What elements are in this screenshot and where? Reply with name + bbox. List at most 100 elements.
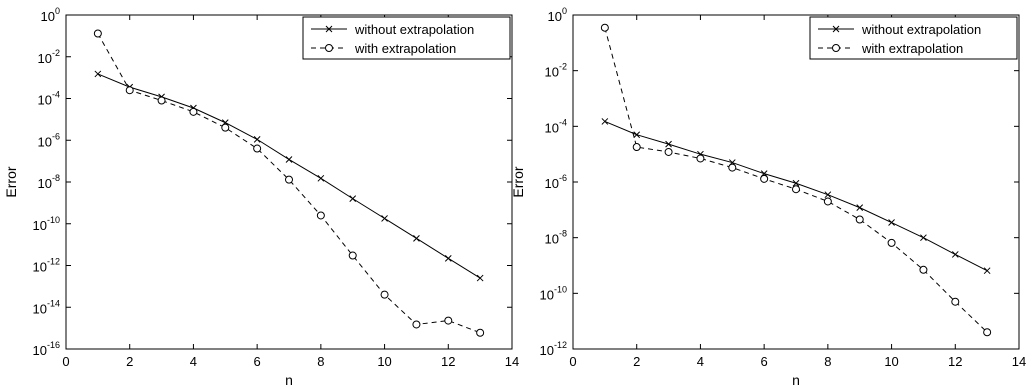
x-tick-label: 2: [126, 354, 133, 369]
y-tick-base: 10: [41, 9, 55, 24]
data-point-x: [824, 191, 832, 199]
data-point-o: [951, 297, 960, 306]
x-tick-label: 12: [441, 354, 455, 369]
x-tick-label: 0: [569, 354, 576, 369]
legend: without extrapolation with extrapolation: [809, 16, 1018, 60]
y-tick-base: 10: [545, 120, 559, 135]
data-point-x: [94, 70, 102, 78]
chart-2: 0 2 4 6 8 10 12 1410010-210-410-610-810-1010-12…: [510, 6, 1026, 388]
legend: without extrapolation with extrapolation: [302, 16, 511, 60]
y-tick-base: 10: [545, 232, 559, 247]
data-point-o: [316, 211, 325, 220]
y-tick-label: 100: [41, 6, 60, 24]
data-point-o: [348, 251, 357, 260]
y-tick-exponent: -8: [559, 229, 567, 239]
y-tick-label: 10-10: [33, 215, 60, 233]
data-point-x: [349, 195, 357, 202]
x-tick-label: 12: [948, 354, 962, 369]
y-tick-label: 10-16: [33, 340, 60, 358]
y-tick-exponent: -6: [52, 131, 60, 141]
data-point-o: [696, 154, 705, 163]
y-tick-base: 10: [545, 65, 559, 80]
data-point-x: [633, 131, 641, 139]
data-point-o: [919, 265, 928, 274]
data-point-x: [920, 234, 927, 242]
y-tick-exponent: -12: [47, 257, 60, 267]
data-point-o: [221, 123, 230, 132]
x-tick-label: 10: [884, 354, 898, 369]
data-point-o: [157, 96, 166, 105]
y-tick-base: 10: [38, 93, 52, 108]
data-point-x: [888, 219, 895, 226]
data-point-x: [476, 274, 484, 282]
data-point-x: [413, 234, 420, 242]
y-tick-base: 10: [33, 260, 47, 275]
data-point-o: [412, 320, 421, 329]
data-point-o: [125, 86, 134, 95]
data-point-o: [632, 143, 641, 152]
data-point-o: [189, 107, 198, 116]
data-point-o: [760, 174, 769, 183]
y-tick-exponent: -6: [559, 173, 567, 183]
data-point-x: [317, 174, 325, 182]
y-tick-label: 10-6: [545, 173, 567, 191]
x-tick-label: 14: [505, 354, 519, 369]
y-tick-base: 10: [38, 134, 52, 149]
y-tick-label: 10-12: [33, 257, 60, 275]
y-tick-base: 10: [38, 176, 52, 191]
y-tick-label: 100: [548, 6, 567, 24]
series-line: [604, 120, 988, 272]
y-tick-exponent: 0: [562, 6, 567, 16]
x-tick-label: 6: [761, 354, 768, 369]
y-tick-label: 10-6: [38, 131, 60, 149]
legend-label: without extrapolation: [354, 22, 474, 37]
data-point-x: [381, 215, 388, 222]
y-tick-exponent: -2: [52, 48, 60, 58]
legend-marker-o: [325, 44, 333, 52]
y-tick-label: 10-14: [33, 298, 60, 316]
data-point-o: [476, 328, 485, 337]
data-point-o: [983, 328, 992, 337]
y-tick-label: 10-8: [38, 173, 60, 191]
data-point-o: [792, 185, 800, 194]
y-tick-label: 10-2: [545, 62, 567, 80]
y-tick-label: 10-10: [540, 284, 567, 302]
legend-marker-x: [832, 25, 840, 33]
legend-box: [302, 16, 511, 60]
y-tick-base: 10: [33, 218, 47, 233]
series-with-extrapolation: [600, 23, 992, 337]
legend-label: with extrapolation: [354, 41, 456, 56]
y-axis-label: Error: [3, 166, 19, 197]
data-point-x: [253, 136, 261, 143]
x-tick-label: 8: [824, 354, 831, 369]
y-tick-label: 10-12: [540, 340, 567, 358]
chart-1: 0 2 4 6 8 10 12 1410010-210-410-610-810-1010-12…: [3, 6, 519, 388]
data-point-o: [823, 197, 832, 206]
data-point-o: [444, 316, 453, 325]
data-point-x: [951, 251, 959, 258]
series-with-extrapolation: [93, 29, 485, 337]
data-point-o: [253, 144, 262, 153]
y-tick-base: 10: [545, 176, 559, 191]
data-point-o: [600, 23, 609, 32]
legend-label: without extrapolation: [861, 22, 981, 37]
y-axis-label: Error: [510, 166, 526, 197]
y-tick-exponent: 0: [55, 6, 60, 16]
y-tick-exponent: -10: [47, 215, 60, 225]
data-point-x: [444, 254, 452, 262]
x-axis-label: n: [285, 372, 293, 388]
y-tick-label: 10-2: [38, 48, 60, 66]
y-tick-label: 10-4: [38, 90, 60, 108]
y-tick-label: 10-8: [545, 229, 567, 247]
data-point-x: [665, 140, 672, 148]
data-point-x: [856, 204, 864, 211]
x-axis-label: n: [792, 372, 800, 388]
x-tick-label: 8: [317, 354, 324, 369]
y-tick-base: 10: [38, 51, 52, 66]
y-tick-base: 10: [33, 343, 47, 358]
data-point-x: [792, 179, 800, 187]
y-tick-exponent: -14: [47, 298, 60, 308]
data-point-o: [93, 29, 102, 38]
data-point-o: [855, 215, 864, 224]
